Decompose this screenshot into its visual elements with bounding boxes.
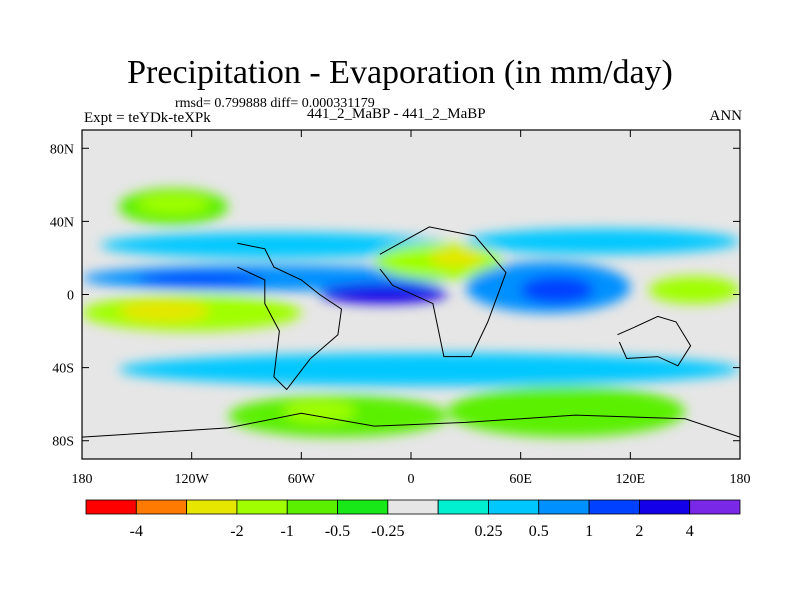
field-region-southern-ocean-dry-east [447, 385, 686, 438]
colorbar-swatch [286, 499, 338, 515]
field-region-atlantic-itcz-core [319, 283, 448, 304]
x-tick-label: 0 [408, 472, 415, 487]
field-region-nh-storm-band [100, 232, 448, 258]
field-region-atlantic-dry-core [429, 248, 485, 268]
colorbar-label: 2 [635, 523, 643, 540]
coastline-3 [82, 412, 740, 438]
coastline-0 [237, 242, 343, 391]
colorbar-swatch [85, 499, 137, 515]
y-tick-label: 80S [52, 435, 74, 450]
colorbar-swatch [186, 499, 238, 515]
experiment-label: Expt = teYDk-teXPk [84, 110, 211, 126]
field-region-nh-storm-band-east [465, 228, 740, 255]
colorbar-swatch [588, 499, 640, 515]
colorbar-swatch [236, 499, 288, 515]
colorbar-swatch [538, 499, 590, 515]
run-label: 441_2_MaBP - 441_2_MaBP [307, 106, 486, 122]
field-region-south-pacific-dry-core [118, 299, 210, 322]
x-tick-label: 180 [72, 472, 93, 487]
x-tick-label: 60W [288, 472, 316, 487]
colorbar-label: 0.25 [475, 523, 503, 540]
y-tick-label: 80N [50, 142, 74, 157]
colorbar-label: -4 [130, 523, 143, 540]
colorbar-label: -0.5 [325, 523, 350, 540]
x-tick-label: 60E [509, 472, 532, 487]
colorbar-swatch [638, 499, 691, 515]
field-region-east-pacific-dry [648, 276, 740, 304]
colorbar-label: 0.5 [529, 523, 549, 540]
y-tick-label: 40N [50, 215, 74, 230]
chart-stats: rmsd= 0.799888 diff= 0.000331179 [175, 96, 375, 111]
colorbar-swatch [488, 499, 540, 515]
colorbar-swatch [387, 499, 439, 515]
colorbar-swatch [135, 499, 188, 515]
y-tick-label: 40S [52, 362, 74, 377]
coastline-2 [617, 315, 692, 367]
field-region-nh-itcz-core [136, 272, 265, 286]
x-tick-label: 120W [175, 472, 210, 487]
colorbar-swatch [689, 499, 741, 515]
colorbar-label: -1 [281, 523, 294, 540]
y-tick-label: 0 [67, 289, 74, 304]
colorbar-label: -2 [230, 523, 243, 540]
field-region-sh-storm-band [118, 352, 740, 386]
colorbar-swatch [437, 499, 489, 515]
field-region-indo-pacific-wet-core [520, 276, 594, 304]
colorbar-label: 4 [686, 523, 694, 540]
colorbar-swatch [337, 499, 389, 515]
colorbar-label: -0.25 [371, 523, 404, 540]
x-tick-label: 180 [730, 472, 751, 487]
field-region-north-pacific-dry-core [136, 193, 210, 215]
colorbar-label: 1 [585, 523, 593, 540]
season-label: ANN [709, 108, 743, 124]
x-tick-label: 120E [616, 472, 646, 487]
chart-title: Precipitation - Evaporation (in mm/day) [127, 54, 673, 91]
field-region-southern-ocean-dry-core [283, 400, 357, 423]
coastline-1 [379, 226, 507, 358]
